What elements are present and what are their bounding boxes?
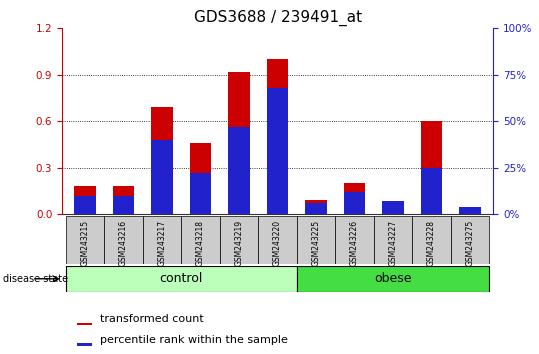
Text: percentile rank within the sample: percentile rank within the sample xyxy=(100,335,288,345)
Bar xyxy=(459,208,481,214)
Text: GSM243215: GSM243215 xyxy=(81,220,89,266)
Bar xyxy=(113,186,134,214)
Bar xyxy=(306,200,327,214)
Bar xyxy=(459,207,481,214)
Bar xyxy=(412,216,451,264)
Bar xyxy=(267,59,288,214)
Bar xyxy=(383,201,404,214)
Bar xyxy=(151,107,172,214)
Text: transformed count: transformed count xyxy=(100,314,203,324)
Text: GSM243217: GSM243217 xyxy=(157,220,167,266)
Text: control: control xyxy=(160,272,203,285)
Bar xyxy=(306,203,327,214)
Text: GSM243227: GSM243227 xyxy=(389,220,398,266)
Bar xyxy=(66,216,105,264)
Bar xyxy=(77,322,92,325)
Bar xyxy=(105,216,143,264)
Title: GDS3688 / 239491_at: GDS3688 / 239491_at xyxy=(194,9,362,25)
Bar xyxy=(74,186,95,214)
Bar xyxy=(229,72,250,214)
Bar xyxy=(344,183,365,214)
Bar xyxy=(383,203,404,214)
Text: GSM243218: GSM243218 xyxy=(196,220,205,266)
Bar xyxy=(451,216,489,264)
Text: GSM243228: GSM243228 xyxy=(427,220,436,266)
Bar xyxy=(421,168,442,214)
Bar xyxy=(297,266,489,292)
Bar xyxy=(151,140,172,214)
Bar xyxy=(421,121,442,214)
Bar xyxy=(66,266,297,292)
Bar xyxy=(297,216,335,264)
Bar xyxy=(190,173,211,214)
Bar xyxy=(335,216,374,264)
Bar xyxy=(258,216,297,264)
Text: GSM243220: GSM243220 xyxy=(273,220,282,266)
Bar xyxy=(113,195,134,214)
Text: GSM243226: GSM243226 xyxy=(350,220,359,266)
Bar xyxy=(143,216,181,264)
Bar xyxy=(181,216,220,264)
Text: disease state: disease state xyxy=(3,274,68,284)
Bar xyxy=(74,195,95,214)
Bar xyxy=(190,143,211,214)
Bar xyxy=(267,88,288,214)
Text: GSM243216: GSM243216 xyxy=(119,220,128,266)
Bar xyxy=(344,192,365,214)
Bar xyxy=(374,216,412,264)
Text: GSM243225: GSM243225 xyxy=(312,220,321,266)
Text: GSM243275: GSM243275 xyxy=(466,220,474,266)
Bar xyxy=(229,127,250,214)
Bar xyxy=(220,216,258,264)
Text: GSM243219: GSM243219 xyxy=(234,220,244,266)
Text: obese: obese xyxy=(374,272,412,285)
Bar xyxy=(77,343,92,346)
